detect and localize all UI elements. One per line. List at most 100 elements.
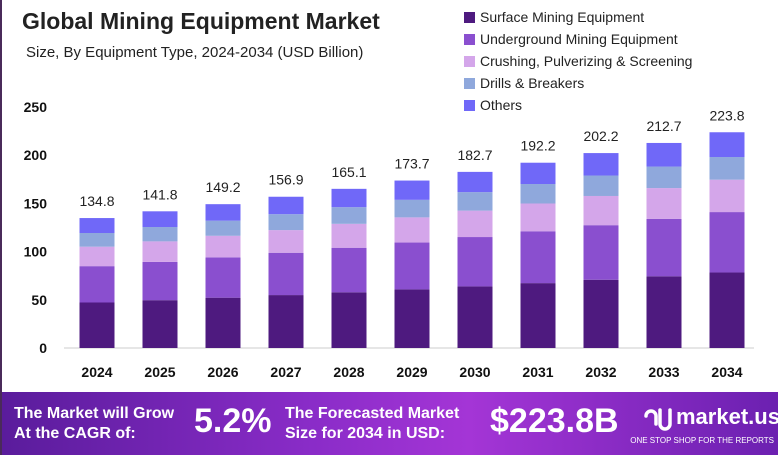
bar-segment: [331, 223, 367, 248]
bar-segment: [457, 192, 493, 211]
bar-segment: [205, 220, 241, 236]
bar-segment: [79, 218, 115, 233]
forecast-value: $223.8B: [490, 402, 619, 440]
total-label: 156.9: [268, 172, 303, 188]
bar-segment: [394, 242, 430, 290]
legend-item: Surface Mining Equipment: [464, 6, 692, 28]
bar-segment: [709, 132, 745, 158]
bar-segment: [331, 247, 367, 293]
bar-segment: [646, 188, 682, 219]
bar-segment: [520, 184, 556, 204]
x-tick-label: 2029: [396, 364, 427, 380]
bar-segment: [646, 276, 682, 348]
chart-title: Global Mining Equipment Market: [22, 8, 380, 34]
bar-segment: [79, 246, 115, 267]
y-tick-label: 150: [24, 195, 48, 211]
total-label: 212.7: [646, 118, 681, 134]
legend-item: Others: [464, 94, 692, 116]
y-tick-label: 250: [24, 99, 48, 115]
bar-segment: [79, 266, 115, 303]
legend-swatch: [464, 55, 475, 67]
bar-segment: [142, 227, 178, 242]
y-tick-label: 100: [24, 244, 48, 260]
total-label: 165.1: [331, 164, 366, 180]
bar-segment: [457, 286, 493, 348]
x-tick-label: 2030: [459, 364, 490, 380]
bar-segment: [79, 302, 115, 348]
bar-segment: [142, 241, 178, 262]
bar-segment: [394, 180, 430, 200]
bar-segment: [457, 237, 493, 287]
bar-segment: [520, 203, 556, 232]
bar-segment: [520, 231, 556, 284]
bar-segment: [646, 166, 682, 189]
brand-name: market.us: [676, 404, 778, 429]
bar-segment: [268, 230, 304, 253]
footer-banner: The Market will Grow At the CAGR of: 5.2…: [2, 392, 778, 455]
total-label: 182.7: [457, 147, 492, 163]
bar-segment: [331, 207, 367, 224]
legend-swatch: [464, 99, 475, 111]
stacked-bar-chart: 0 50 100 150 200 250 134.8 2024 141.8 2025 149.2 20…: [24, 99, 754, 380]
bar-segment: [268, 196, 304, 215]
legend-swatch: [464, 11, 475, 23]
legend-label: Surface Mining Equipment: [480, 9, 645, 25]
y-tick-label: 50: [31, 292, 47, 308]
bar-segment: [583, 279, 619, 348]
total-label: 141.8: [142, 186, 177, 202]
legend: Surface Mining Equipment Underground Mini…: [464, 6, 692, 116]
bar-segment: [331, 292, 367, 348]
legend-item: Crushing, Pulverizing & Screening: [464, 50, 692, 72]
legend-item: Drills & Breakers: [464, 72, 692, 94]
bar-segment: [709, 272, 745, 348]
bar-segment: [709, 157, 745, 180]
legend-swatch: [464, 77, 475, 89]
bar-segment: [205, 257, 241, 298]
total-label: 134.8: [79, 193, 114, 209]
bar-segment: [709, 212, 745, 273]
bar-segment: [520, 162, 556, 185]
brand-logo: market.us: [642, 402, 778, 432]
x-tick-label: 2031: [522, 364, 553, 380]
x-tick-label: 2025: [144, 364, 175, 380]
bar-segment: [142, 211, 178, 228]
bar-segment: [583, 225, 619, 280]
bar-segment: [268, 252, 304, 296]
bar-segment: [268, 295, 304, 348]
legend-item: Underground Mining Equipment: [464, 28, 692, 50]
y-tick-label: 200: [24, 147, 48, 163]
cagr-value: 5.2%: [194, 402, 272, 440]
bar-segment: [457, 171, 493, 193]
bar-segment: [583, 153, 619, 176]
bar-segment: [394, 199, 430, 218]
total-label: 173.7: [394, 156, 429, 172]
bar-segment: [205, 235, 241, 258]
legend-label: Crushing, Pulverizing & Screening: [480, 53, 693, 69]
x-tick-label: 2024: [81, 364, 112, 380]
chart-subtitle: Size, By Equipment Type, 2024-2034 (USD …: [26, 44, 364, 61]
legend-label: Underground Mining Equipment: [480, 31, 678, 47]
total-label: 202.2: [583, 128, 618, 144]
bar-segment: [205, 204, 241, 221]
bar-segment: [646, 142, 682, 167]
bar-segment: [709, 179, 745, 213]
x-tick-label: 2032: [585, 364, 616, 380]
logo-icon: [644, 408, 672, 431]
cagr-label: The Market will Grow At the CAGR of:: [14, 405, 175, 442]
bar-segment: [583, 175, 619, 196]
x-tick-label: 2028: [333, 364, 364, 380]
legend-label: Others: [480, 97, 523, 113]
total-label: 149.2: [205, 179, 240, 195]
x-tick-label: 2034: [711, 364, 742, 380]
x-tick-label: 2033: [648, 364, 679, 380]
x-tick-label: 2027: [270, 364, 301, 380]
bar-segment: [79, 232, 115, 247]
bar-segment: [646, 218, 682, 277]
legend-swatch: [464, 33, 475, 45]
total-label: 223.8: [709, 107, 744, 123]
legend-label: Drills & Breakers: [480, 75, 585, 91]
bar-segment: [142, 300, 178, 348]
bar-segment: [520, 283, 556, 348]
brand-tagline: ONE STOP SHOP FOR THE REPORTS: [630, 436, 774, 445]
